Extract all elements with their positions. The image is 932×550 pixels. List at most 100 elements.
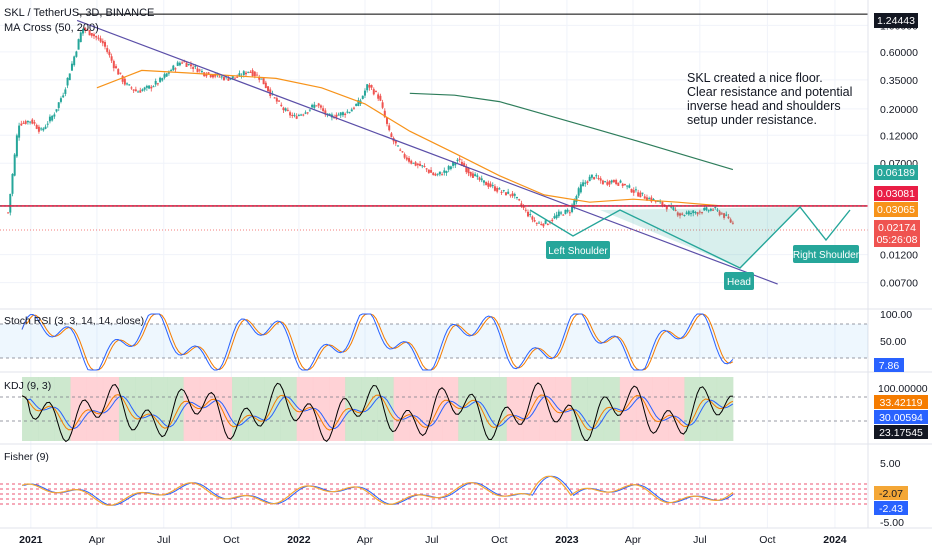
candle-body [546, 224, 549, 226]
candle-body [236, 76, 239, 78]
candle-body [15, 135, 18, 157]
kdj-pane[interactable]: KDJ (9, 3) [0, 377, 868, 443]
candle-body [315, 105, 318, 107]
candle-body [524, 209, 527, 211]
svg-text:7.86: 7.86 [879, 360, 900, 372]
candle-body [463, 163, 466, 167]
candle-body [81, 28, 84, 34]
candle-body [207, 72, 210, 74]
candle-body [626, 185, 629, 187]
candle-body [209, 74, 212, 78]
candle-body [601, 180, 604, 185]
candle-body [344, 113, 347, 115]
kdj-band [571, 377, 588, 441]
candle-body [31, 119, 34, 124]
candle-body [262, 78, 265, 85]
candle-body [48, 116, 51, 122]
candle-body [690, 213, 693, 215]
candle-body [593, 177, 596, 180]
candle-body [141, 89, 144, 91]
candle-body [289, 112, 292, 116]
candle-body [471, 173, 474, 178]
candle-body [421, 165, 424, 167]
candle-body [134, 89, 137, 92]
stoch-current-label: 7.86 [874, 358, 904, 372]
fisher-title[interactable]: Fisher (9) [4, 451, 49, 463]
stoch-title[interactable]: Stoch RSI (3, 3, 14, 14, close) [4, 315, 144, 327]
candle-body [723, 213, 726, 218]
candle-body [233, 77, 236, 79]
candle-body [590, 174, 593, 178]
candle-body [434, 174, 437, 176]
candle-body [355, 103, 358, 106]
candle-body [714, 206, 717, 208]
last-price-label: 0.02174 05:26:08 [874, 220, 920, 247]
candle-body [110, 56, 113, 61]
candle-body [381, 102, 384, 108]
candle-body [707, 210, 710, 212]
candle-body [416, 163, 419, 166]
candle-body [286, 109, 289, 111]
stoch-rsi-pane[interactable]: Stoch RSI (3, 3, 14, 14, close) [0, 313, 868, 371]
price-tick-label: 0.20000 [880, 104, 918, 116]
candle-body [9, 193, 12, 213]
candle-body [632, 190, 635, 193]
kdj-band [22, 377, 39, 441]
time-axis[interactable]: 2021 Apr Jul Oct 2022 Apr Jul Oct 2023 Apr Jul Oct 2… [19, 534, 847, 546]
candle-body [121, 75, 124, 82]
candle-body [515, 196, 518, 198]
svg-text:Left Shoulder: Left Shoulder [548, 246, 608, 257]
candle-body [40, 128, 43, 130]
candle-body [163, 74, 166, 78]
symbol-title[interactable]: SKL / TetherUS, 3D, BINANCE [4, 7, 154, 19]
candle-body [674, 209, 677, 211]
right-shoulder-label[interactable]: Right Shoulder [793, 245, 860, 263]
candle-body [35, 124, 38, 129]
candle-body [139, 90, 142, 93]
left-shoulder-label[interactable]: Left Shoulder [546, 241, 610, 259]
candle-body [181, 62, 184, 64]
candle-body [414, 162, 417, 166]
candle-body [507, 191, 510, 194]
svg-text:0.03065: 0.03065 [877, 204, 915, 216]
price-pane[interactable]: Left Shoulder Head Right Shoulder SKL cr… [0, 7, 868, 290]
candle-body [520, 203, 523, 206]
kdj-band [668, 377, 685, 441]
candle-body [152, 86, 155, 88]
head-and-shoulders-pattern[interactable] [529, 205, 851, 269]
kdj-band [151, 377, 168, 441]
candle-body [319, 105, 322, 108]
candle-body [665, 206, 668, 210]
candle-body [251, 70, 254, 77]
head-label[interactable]: Head [724, 272, 754, 290]
price-tick-label: 0.00700 [880, 278, 918, 290]
descending-trendline[interactable] [76, 19, 778, 285]
candle-body [176, 62, 179, 66]
candle-body [115, 66, 118, 69]
kdj-band [458, 377, 475, 441]
kdj-title[interactable]: KDJ (9, 3) [4, 380, 51, 392]
candle-body [211, 74, 214, 78]
candle-body [174, 68, 177, 70]
candle-body [165, 73, 168, 77]
fisher-pane[interactable]: Fisher (9) [0, 451, 868, 506]
candle-body [562, 214, 565, 216]
candle-body [280, 104, 283, 106]
candle-body [716, 209, 719, 211]
candle-body [220, 76, 223, 78]
candle-body [86, 29, 89, 31]
candle-body [491, 185, 494, 187]
candle-body [661, 202, 664, 206]
candle-body [328, 113, 331, 116]
candle-body [145, 85, 148, 88]
price-axis[interactable]: 1.000000.600000.350000.200000.120000.070… [880, 20, 918, 289]
ma-cross-title[interactable]: MA Cross (50, 200) [4, 22, 99, 34]
price-tick-label: 0.60000 [880, 47, 918, 59]
candle-body [612, 179, 615, 183]
candle-body [619, 180, 622, 183]
time-tick-label: 2023 [555, 534, 579, 546]
resistance-price-label: 0.03081 [874, 186, 918, 201]
fisher-tick-neg5: -5.00 [880, 517, 904, 529]
svg-text:23.17545: 23.17545 [879, 427, 923, 439]
